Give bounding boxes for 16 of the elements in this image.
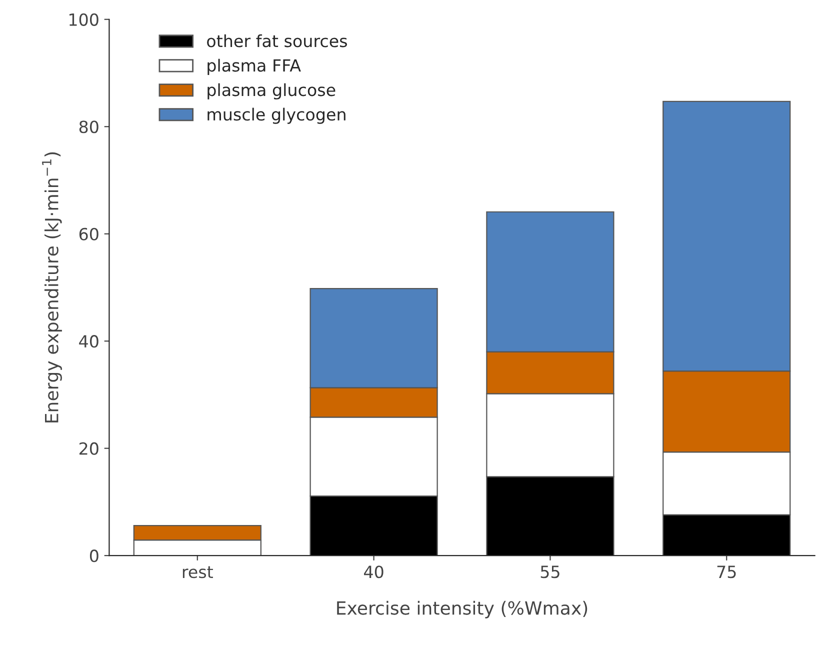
- y-tick-label: 0: [90, 550, 98, 562]
- y-tick-label: 80: [79, 120, 98, 134]
- x-tick-label: 75: [717, 566, 736, 578]
- y-tick-label: 40: [79, 335, 98, 348]
- y-axis-title: Energy expenditure (kJ·min$^{−1}$): [42, 152, 62, 422]
- x-tick-label: 55: [540, 566, 560, 578]
- x-tick-label: rest: [182, 566, 213, 578]
- legend-label: other fat sources: [207, 34, 347, 48]
- x-axis-title: Exercise intensity (%Wmax): [337, 600, 588, 618]
- y-tick-label: 60: [79, 228, 98, 240]
- x-tick-label: 40: [364, 566, 384, 578]
- y-tick-label: 20: [79, 442, 98, 455]
- legend-label: plasma glucose: [208, 83, 336, 100]
- legend-label: plasma FFA: [208, 58, 301, 75]
- y-tick-label: 100: [69, 13, 98, 26]
- legend-label: muscle glycogen: [208, 108, 346, 124]
